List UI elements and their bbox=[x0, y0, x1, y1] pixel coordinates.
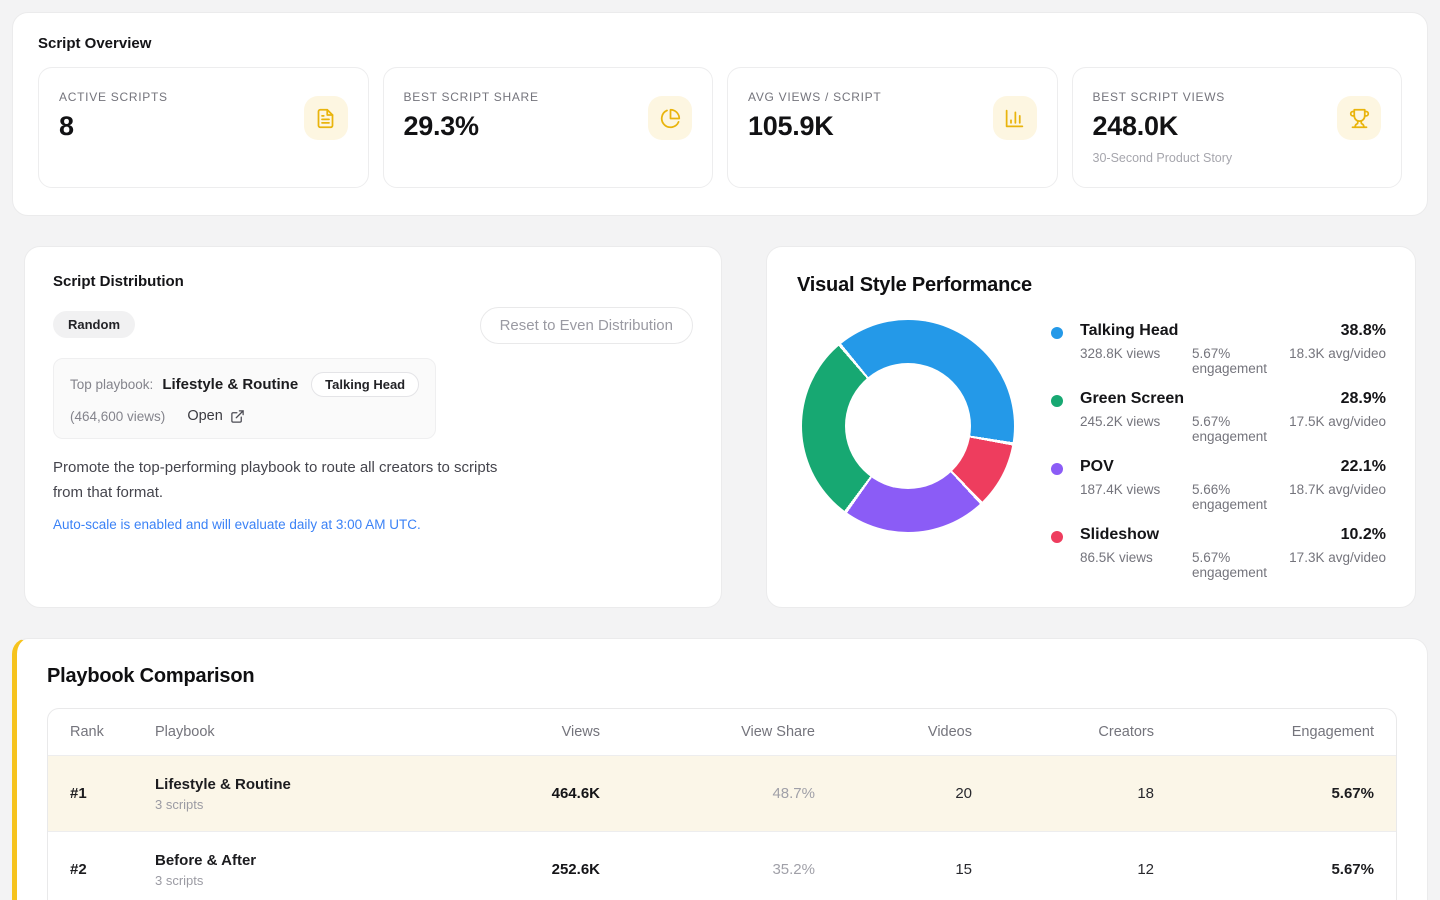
legend-views: 187.4K views bbox=[1080, 482, 1161, 497]
donut-hole bbox=[845, 363, 971, 489]
visual-style-performance-panel: Visual Style Performance Talking Head 38… bbox=[766, 246, 1416, 608]
stat-value: 248.0K bbox=[1092, 111, 1179, 141]
stat-card-row: ACTIVE SCRIPTS 8 BEST SCRIPT SHARE 29.3%… bbox=[38, 67, 1402, 188]
comparison-table: Rank Playbook Views View Share Videos Cr… bbox=[47, 708, 1397, 900]
legend-views: 86.5K views bbox=[1080, 550, 1153, 565]
legend-percent: 28.9% bbox=[1340, 390, 1386, 407]
legend-percent: 38.8% bbox=[1340, 322, 1386, 339]
file-text-icon bbox=[303, 96, 348, 140]
table-row: #2 Before & After 3 scripts 252.6K 35.2%… bbox=[48, 831, 1396, 900]
row-videos: 15 bbox=[955, 861, 972, 878]
stat-subtitle: 30-Second Product Story bbox=[1092, 151, 1233, 165]
legend-name: Slideshow bbox=[1080, 526, 1160, 543]
table-header-row: Rank Playbook Views View Share Videos Cr… bbox=[48, 709, 1396, 755]
row-videos: 20 bbox=[955, 785, 972, 802]
script-distribution-panel: Script Distribution Random Reset to Even… bbox=[24, 246, 722, 608]
external-link-icon bbox=[231, 409, 244, 423]
top-playbook-label: Top playbook: bbox=[70, 377, 154, 392]
row-rank: #2 bbox=[70, 861, 87, 878]
playbook-scripts: 3 scripts bbox=[155, 872, 204, 888]
stat-value: 29.3% bbox=[403, 111, 479, 141]
legend-views: 245.2K views bbox=[1080, 414, 1161, 429]
stat-value: 105.9K bbox=[748, 111, 834, 141]
playbook-name: Before & After bbox=[155, 851, 257, 869]
donut-chart bbox=[802, 320, 1014, 532]
legend-row-green-screen: Green Screen 28.9% 245.2K views 5.67% en… bbox=[1051, 390, 1386, 444]
stat-card-best-script-share: BEST SCRIPT SHARE 29.3% bbox=[382, 67, 713, 188]
row-playbook: Lifestyle & Routine 3 scripts bbox=[155, 776, 455, 812]
top-playbook-views: (464,600 views) bbox=[70, 408, 166, 424]
col-videos: Videos bbox=[927, 724, 972, 740]
legend-row-pov: POV 22.1% 187.4K views 5.66% engagement … bbox=[1051, 458, 1386, 512]
visual-style-performance-title: Visual Style Performance bbox=[797, 274, 1032, 296]
legend-engagement: 5.67% engagement bbox=[1192, 346, 1268, 376]
script-distribution-title: Script Distribution bbox=[53, 273, 184, 290]
legend-dot bbox=[1051, 463, 1063, 475]
col-creators: Creators bbox=[1098, 724, 1154, 740]
col-engagement: Engagement bbox=[1291, 724, 1374, 740]
legend-name: POV bbox=[1080, 458, 1114, 475]
playbook-scripts: 3 scripts bbox=[155, 796, 204, 812]
bar-chart-icon bbox=[992, 96, 1037, 140]
open-link-label: Open bbox=[187, 408, 223, 424]
legend-name: Green Screen bbox=[1080, 390, 1185, 407]
stat-label: ACTIVE SCRIPTS bbox=[59, 90, 168, 104]
open-playbook-link[interactable]: Open bbox=[187, 408, 244, 424]
col-rank: Rank bbox=[70, 724, 104, 740]
col-playbook: Playbook bbox=[155, 724, 215, 740]
legend-engagement: 5.67% engagement bbox=[1192, 414, 1268, 444]
script-overview-title: Script Overview bbox=[38, 35, 152, 52]
legend-dot bbox=[1051, 531, 1063, 543]
stat-card-avg-views: AVG VIEWS / SCRIPT 105.9K bbox=[727, 67, 1058, 188]
legend-avg: 17.3K avg/video bbox=[1289, 550, 1386, 565]
row-view-share: 35.2% bbox=[772, 861, 815, 878]
col-views: Views bbox=[561, 724, 600, 740]
legend-percent: 22.1% bbox=[1340, 458, 1386, 475]
style-legend: Talking Head 38.8% 328.8K views 5.67% en… bbox=[1051, 322, 1386, 580]
stat-label: BEST SCRIPT VIEWS bbox=[1092, 90, 1225, 104]
pie-chart-icon bbox=[648, 96, 692, 140]
top-playbook-name: Lifestyle & Routine bbox=[162, 376, 299, 393]
legend-percent: 10.2% bbox=[1340, 526, 1386, 543]
reset-distribution-button[interactable]: Reset to Even Distribution bbox=[479, 307, 693, 344]
legend-row-slideshow: Slideshow 10.2% 86.5K views 5.67% engage… bbox=[1051, 526, 1386, 580]
autoscale-note: Auto-scale is enabled and will evaluate … bbox=[53, 517, 421, 533]
legend-row-talking-head: Talking Head 38.8% 328.8K views 5.67% en… bbox=[1051, 322, 1386, 376]
row-creators: 12 bbox=[1137, 861, 1154, 878]
top-playbook-box: Top playbook: Lifestyle & Routine Talkin… bbox=[53, 358, 437, 439]
stat-value: 8 bbox=[59, 111, 74, 141]
stat-label: AVG VIEWS / SCRIPT bbox=[748, 90, 882, 104]
legend-avg: 17.5K avg/video bbox=[1289, 414, 1386, 429]
stat-label: BEST SCRIPT SHARE bbox=[403, 90, 539, 104]
col-view-share: View Share bbox=[741, 724, 815, 740]
top-playbook-style-badge: Talking Head bbox=[311, 372, 420, 397]
playbook-comparison-title: Playbook Comparison bbox=[47, 665, 255, 687]
row-engagement: 5.67% bbox=[1331, 785, 1374, 802]
legend-engagement: 5.67% engagement bbox=[1192, 550, 1268, 580]
row-playbook: Before & After 3 scripts bbox=[155, 852, 455, 888]
row-views: 464.6K bbox=[551, 785, 600, 802]
row-rank: #1 bbox=[70, 785, 87, 802]
row-views: 252.6K bbox=[551, 861, 600, 878]
row-engagement: 5.67% bbox=[1331, 861, 1374, 878]
trophy-icon bbox=[1337, 96, 1381, 140]
table-row: #1 Lifestyle & Routine 3 scripts 464.6K … bbox=[48, 755, 1396, 831]
playbook-comparison-panel: Playbook Comparison Rank Playbook Views … bbox=[12, 638, 1428, 900]
legend-dot bbox=[1051, 395, 1063, 407]
playbook-name: Lifestyle & Routine bbox=[155, 775, 291, 793]
script-overview-panel: Script Overview ACTIVE SCRIPTS 8 BEST SC… bbox=[12, 12, 1428, 216]
stat-card-best-script-views: BEST SCRIPT VIEWS 248.0K 30-Second Produ… bbox=[1071, 67, 1402, 188]
legend-dot bbox=[1051, 327, 1063, 339]
legend-name: Talking Head bbox=[1080, 322, 1179, 339]
legend-avg: 18.3K avg/video bbox=[1289, 346, 1386, 361]
stat-card-active-scripts: ACTIVE SCRIPTS 8 bbox=[38, 67, 369, 188]
legend-avg: 18.7K avg/video bbox=[1289, 482, 1386, 497]
legend-engagement: 5.66% engagement bbox=[1192, 482, 1268, 512]
row-view-share: 48.7% bbox=[772, 785, 815, 802]
distribution-mode-badge: Random bbox=[53, 311, 135, 338]
row-creators: 18 bbox=[1137, 785, 1154, 802]
legend-views: 328.8K views bbox=[1080, 346, 1161, 361]
distribution-description: Promote the top-performing playbook to r… bbox=[53, 459, 498, 502]
